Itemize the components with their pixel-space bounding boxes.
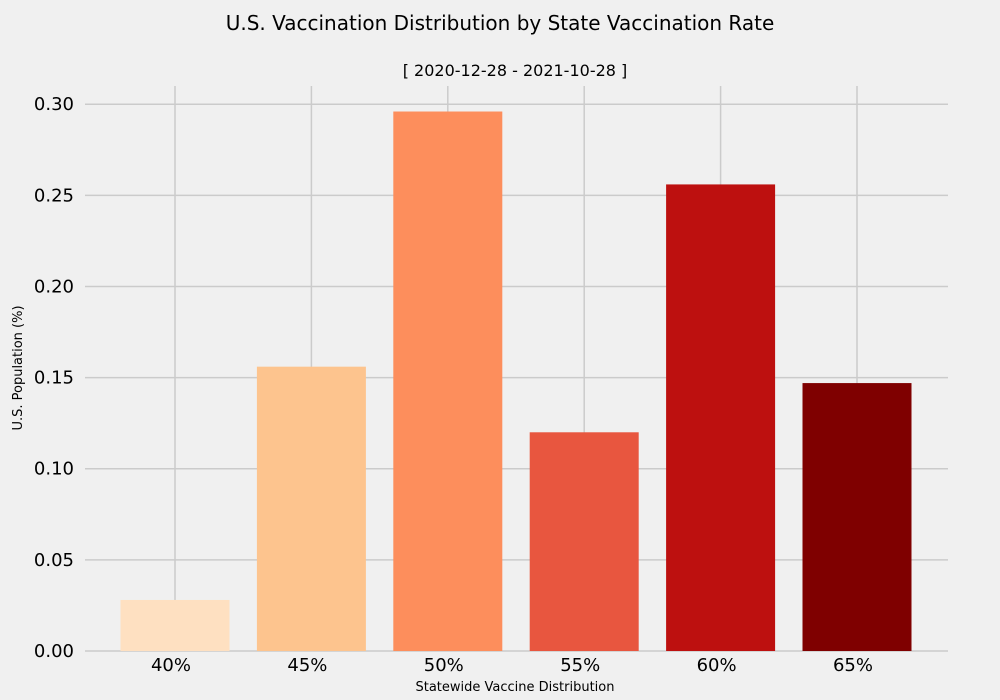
bars-layer [120,111,912,652]
y-tick-label: 0.30 [34,94,74,115]
bar-65-pct [802,383,912,651]
y-axis-label: U.S. Population (%) [11,305,26,430]
y-tick-label: 0.20 [34,276,74,297]
y-axis-ticks: 0.00 0.05 0.10 0.15 0.20 0.25 0.30 [34,94,74,662]
y-tick-label: 0.15 [34,368,74,389]
bar-55-pct [529,432,639,651]
bar-45-pct [256,366,366,651]
bar-40-pct [120,599,230,651]
x-tick-label: 65% [833,655,873,676]
x-tick-label: 45% [287,655,327,676]
chart-title: U.S. Vaccination Distribution by State V… [226,11,775,35]
y-tick-label: 0.25 [34,185,74,206]
y-tick-label: 0.05 [34,550,74,571]
y-tick-label: 0.10 [34,459,74,480]
bar-60-pct [666,184,776,651]
x-tick-label: 40% [151,655,191,676]
chart-subtitle: [ 2020-12-28 - 2021-10-28 ] [403,61,628,80]
x-tick-label: 55% [560,655,600,676]
y-tick-label: 0.00 [34,641,74,662]
bar-50-pct [393,111,503,652]
x-axis-ticks: 40% 45% 50% 55% 60% 65% [151,655,873,676]
x-tick-label: 60% [697,655,737,676]
x-tick-label: 50% [424,655,464,676]
x-axis-label: Statewide Vaccine Distribution [415,680,614,695]
